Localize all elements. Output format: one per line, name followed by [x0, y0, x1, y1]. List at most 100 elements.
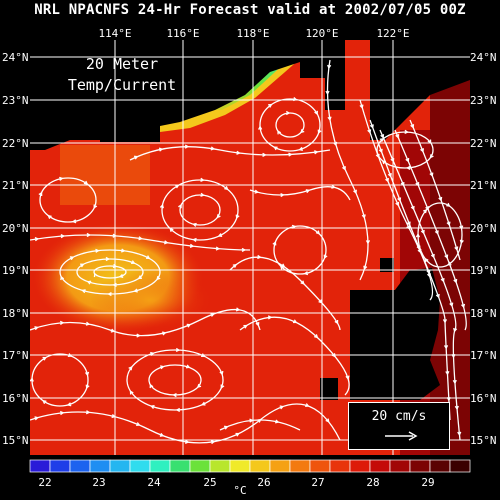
colorbar-swatch [209, 459, 231, 473]
colorbar-swatch [329, 459, 351, 473]
current-arrowhead [235, 214, 240, 220]
current-arrowhead [305, 189, 311, 194]
lat-label-right-17: 17°N [470, 349, 497, 362]
current-arrowhead [300, 280, 305, 285]
current-arrowhead [397, 197, 402, 202]
current-arrowhead [38, 191, 43, 196]
current-arrowhead [379, 138, 385, 143]
current-arrowhead [258, 125, 263, 130]
current-arrowhead [95, 248, 100, 253]
current-arrowhead [454, 405, 459, 411]
current-arrowhead [375, 153, 380, 159]
current-arrowhead [385, 178, 389, 183]
current-arrowhead [317, 129, 322, 135]
current-arrowhead [138, 236, 143, 241]
current-arrowhead [235, 307, 241, 312]
current-arrowhead [200, 177, 205, 182]
colorbar-label-26: 26 [257, 476, 271, 489]
current-arrowhead [93, 204, 98, 209]
current-arrowhead [453, 327, 458, 333]
current-arrowhead [415, 232, 421, 238]
current-arrowhead [185, 364, 191, 369]
current-arrowhead [369, 124, 374, 129]
current-arrowhead [169, 227, 174, 232]
current-arrowhead [292, 319, 298, 324]
current-arrowhead [314, 334, 319, 339]
colorbar-swatch [269, 459, 291, 473]
current-arrowhead [59, 410, 65, 416]
temperature-colorbar [29, 459, 471, 473]
current-arrowhead [406, 225, 411, 230]
current-arrowhead [420, 229, 425, 235]
current-arrowhead [224, 425, 229, 430]
current-arrowhead [42, 356, 47, 361]
current-arrowhead [156, 276, 161, 281]
current-arrowhead [420, 148, 425, 153]
colorbar-swatch [289, 459, 311, 473]
colorbar-swatch [229, 459, 251, 473]
current-arrowhead [217, 233, 223, 237]
current-arrowhead [85, 321, 91, 326]
reference-vector-label: 20 cm/s [371, 409, 427, 424]
current-arrowhead [272, 240, 277, 246]
current-arrowhead [60, 275, 65, 281]
current-arrowhead [406, 221, 411, 226]
current-arrowhead [361, 214, 366, 219]
current-arrowhead [424, 257, 429, 263]
current-arrowhead [159, 432, 165, 437]
current-arrowhead [359, 104, 364, 109]
current-arrowhead [71, 219, 77, 224]
current-arrowhead [342, 166, 346, 171]
current-arrowhead [219, 370, 224, 376]
current-arrowhead [427, 139, 432, 144]
lat-label-left-20: 20°N [2, 222, 29, 235]
current-arrowhead [430, 253, 435, 259]
current-arrowhead [444, 254, 449, 260]
current-arrowhead [137, 275, 143, 280]
colorbar-label-29: 29 [421, 476, 435, 489]
lat-label-right-18: 18°N [470, 307, 497, 320]
current-arrowhead [150, 351, 155, 356]
current-arrowhead [86, 280, 92, 285]
current-arrowhead [453, 278, 458, 284]
colorbar-swatch [149, 459, 171, 473]
current-arrowhead [232, 263, 238, 268]
current-arrowhead [34, 237, 40, 242]
lat-label-right-19: 19°N [470, 264, 497, 277]
current-arrowhead [210, 440, 216, 445]
current-arrowhead [300, 129, 305, 134]
current-arrowhead [175, 407, 181, 413]
current-arrowhead [425, 206, 430, 211]
current-arrowhead [241, 247, 247, 253]
current-arrowhead [452, 379, 457, 385]
current-arrowhead [446, 396, 451, 402]
current-arrowhead [184, 144, 190, 149]
current-arrowhead [30, 377, 34, 382]
current-arrowhead [254, 189, 259, 194]
current-arrowhead [447, 261, 452, 266]
current-arrowhead [314, 150, 319, 155]
current-arrowhead [110, 328, 116, 333]
current-arrowhead [380, 134, 385, 139]
current-arrowhead [93, 272, 98, 278]
current-arrowhead [267, 315, 273, 320]
current-arrowhead [257, 254, 262, 260]
current-arrowhead [449, 302, 454, 308]
lat-label-right-23: 23°N [470, 94, 497, 107]
current-arrowhead [236, 150, 241, 155]
lat-label-right-22: 22°N [470, 137, 497, 150]
current-arrowhead [333, 141, 338, 147]
lat-label-left-22: 22°N [2, 137, 29, 150]
current-arrowhead [85, 384, 90, 390]
graticule [30, 40, 470, 455]
colorbar-swatch [449, 459, 471, 473]
colorbar-label-27: 27 [311, 476, 325, 489]
map-title: NRL NPACNFS 24-Hr Forecast valid at 2002… [34, 2, 466, 18]
colorbar-swatch [49, 459, 71, 473]
current-arrowhead [387, 173, 392, 178]
colorbar-label-25: 25 [203, 476, 217, 489]
current-arrowhead [80, 263, 85, 268]
current-arrowhead [459, 225, 464, 230]
current-arrowhead [112, 263, 118, 269]
